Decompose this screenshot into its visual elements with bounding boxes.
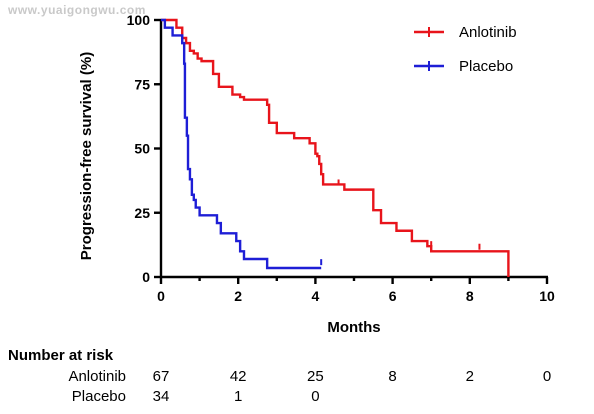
watermark-text: www.yuaigongwu.com	[7, 3, 146, 17]
risk-table: Number at risk Anlotinib Placebo 67 42 25 8…	[8, 347, 551, 405]
x-axis-title: Months	[327, 319, 380, 336]
risk-table-title: Number at risk	[8, 347, 114, 364]
y-ticks: 0 25 50 75 100	[127, 12, 161, 285]
risk-value-anlotinib: 2	[466, 368, 474, 385]
risk-value-anlotinib: 8	[388, 368, 396, 385]
curve-placebo	[161, 18, 322, 270]
risk-value-anlotinib: 42	[230, 368, 247, 385]
y-tick-label: 75	[134, 76, 150, 92]
risk-value-anlotinib: 67	[153, 368, 170, 385]
risk-values: 67 42 25 8 2 0 34 1 0	[153, 368, 552, 405]
risk-value-placebo: 1	[234, 388, 242, 405]
curve-anlotinib	[161, 18, 510, 277]
y-tick-label: 50	[134, 141, 150, 157]
x-tick-label: 4	[312, 288, 320, 304]
risk-value-placebo: 34	[153, 388, 170, 405]
y-axis-title: Progression-free survival (%)	[78, 52, 95, 260]
legend-label-anlotinib: Anlotinib	[459, 24, 517, 41]
risk-value-anlotinib: 0	[543, 368, 551, 385]
y-tick-label: 25	[134, 205, 150, 221]
risk-row-label-anlotinib: Anlotinib	[68, 368, 126, 385]
risk-value-placebo: 0	[311, 388, 319, 405]
legend-item-placebo: Placebo	[414, 58, 513, 75]
x-tick-label: 0	[157, 288, 165, 304]
legend-label-placebo: Placebo	[459, 58, 513, 75]
x-tick-label: 6	[389, 288, 397, 304]
y-tick-label: 0	[142, 269, 150, 285]
x-tick-label: 8	[466, 288, 474, 304]
risk-row-label-placebo: Placebo	[72, 388, 126, 405]
y-tick-label: 100	[127, 12, 151, 28]
legend: Anlotinib Placebo	[414, 24, 517, 75]
survival-curves	[161, 18, 510, 277]
x-tick-label: 2	[234, 288, 242, 304]
x-ticks: 0 2 4 6 8 10	[157, 277, 555, 304]
x-tick-label: 10	[539, 288, 555, 304]
legend-item-anlotinib: Anlotinib	[414, 24, 517, 41]
risk-value-anlotinib: 25	[307, 368, 324, 385]
